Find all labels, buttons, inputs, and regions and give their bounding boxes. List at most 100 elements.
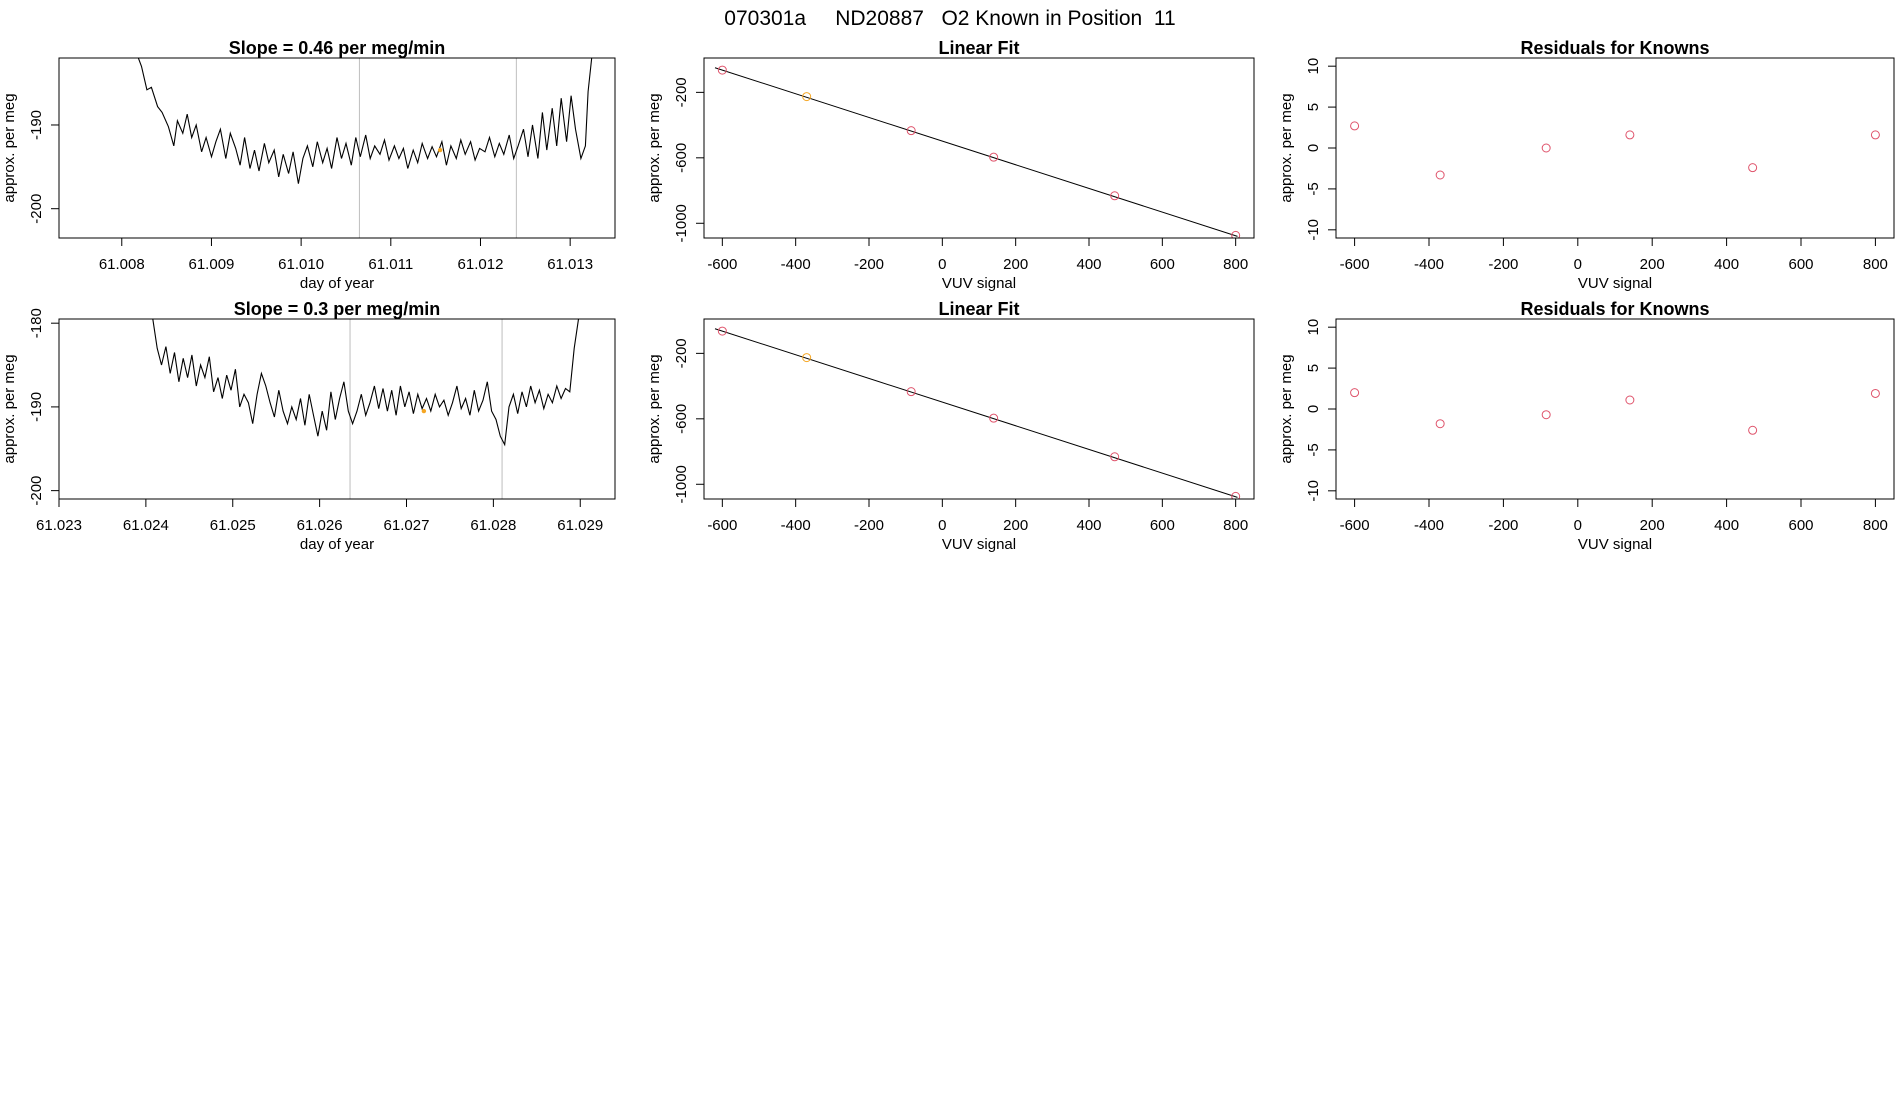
y-tick-label: 0: [1305, 405, 1322, 413]
x-tick-label: 61.025: [210, 517, 256, 534]
data-point: [717, 65, 727, 75]
plot-frame: [58, 318, 616, 500]
data-point: [802, 92, 812, 102]
data-trace: [152, 319, 580, 447]
data-point: [717, 326, 727, 336]
x-tick-label: 400: [1076, 517, 1101, 534]
x-tick-label: 61.024: [123, 517, 169, 534]
x-tick-label: 600: [1150, 517, 1175, 534]
y-tick-label: -10: [1305, 480, 1322, 502]
data-point: [1435, 170, 1445, 180]
y-tick-label: -600: [673, 143, 690, 173]
figure-title: 070301a ND20887 O2 Known in Position 11: [724, 7, 1175, 30]
y-axis-label: approx. per meg: [646, 93, 663, 202]
highlight-point: [421, 408, 427, 414]
y-tick-label: 5: [1305, 364, 1322, 372]
x-tick-label: 400: [1714, 256, 1739, 273]
x-tick-label: 0: [938, 517, 946, 534]
x-tick-label: 200: [1003, 256, 1028, 273]
y-tick-label: -10: [1305, 219, 1322, 241]
data-point: [1625, 395, 1635, 405]
x-tick-label: 600: [1150, 256, 1175, 273]
x-tick-label: -400: [1414, 256, 1444, 273]
y-tick-label: -5: [1305, 182, 1322, 195]
data-point: [1541, 410, 1551, 420]
x-tick-label: 800: [1863, 256, 1888, 273]
y-axis-label: approx. per meg: [1, 354, 18, 463]
y-tick-label: 10: [1305, 58, 1322, 75]
x-tick-label: 0: [1574, 517, 1582, 534]
x-tick-label: 61.029: [557, 517, 603, 534]
x-tick-label: 600: [1788, 256, 1813, 273]
x-tick-label: 61.026: [297, 517, 343, 534]
x-axis-label: VUV signal: [942, 275, 1016, 292]
chart-title: Residuals for Knowns: [1520, 38, 1709, 58]
x-tick-label: -600: [1340, 256, 1370, 273]
x-tick-label: 61.012: [458, 256, 504, 273]
data-point: [1231, 491, 1241, 499]
y-axis-label: approx. per meg: [1278, 93, 1295, 202]
x-tick-label: 0: [1574, 256, 1582, 273]
x-tick-label: 200: [1003, 517, 1028, 534]
plot-data: [1350, 121, 1880, 180]
highlight-point: [437, 147, 443, 153]
plot-data: [152, 319, 580, 447]
y-tick-label: -200: [673, 338, 690, 368]
x-tick-label: 400: [1714, 517, 1739, 534]
data-point: [989, 413, 999, 423]
y-tick-label: -200: [28, 194, 45, 224]
data-point: [989, 152, 999, 162]
plot-frame: [703, 57, 1255, 239]
y-tick-label: 10: [1305, 319, 1322, 336]
plot-frame: [58, 57, 616, 239]
x-tick-label: 61.028: [470, 517, 516, 534]
chart-title: Slope = 0.46 per meg/min: [229, 38, 446, 58]
chart-panel-1: Slope = 0.46 per meg/min day of year appro…: [1, 38, 616, 292]
x-tick-label: -400: [1414, 517, 1444, 534]
plot-data: [714, 65, 1241, 238]
plot-data: [1350, 388, 1880, 435]
x-axis-label: VUV signal: [1578, 536, 1652, 553]
y-tick-label: -200: [673, 77, 690, 107]
x-tick-label: -400: [781, 256, 811, 273]
data-point: [1870, 388, 1880, 398]
y-tick-label: -600: [673, 404, 690, 434]
x-tick-label: 61.027: [384, 517, 430, 534]
x-tick-label: 0: [938, 256, 946, 273]
plot-frame: [703, 318, 1255, 500]
y-tick-label: -180: [28, 308, 45, 338]
data-point: [1350, 121, 1360, 131]
y-tick-label: -190: [28, 392, 45, 422]
x-axis-label: day of year: [300, 536, 374, 553]
panels: Slope = 0.46 per meg/min day of year appro…: [1, 38, 1895, 553]
data-point: [1748, 425, 1758, 435]
data-point: [1110, 452, 1120, 462]
plot-frame: [1335, 318, 1895, 500]
x-tick-label: 400: [1076, 256, 1101, 273]
data-point: [1870, 130, 1880, 140]
y-axis-label: approx. per meg: [1278, 354, 1295, 463]
x-tick-label: 200: [1640, 256, 1665, 273]
x-tick-label: -200: [854, 256, 884, 273]
y-tick-label: 0: [1305, 144, 1322, 152]
x-axis-label: VUV signal: [1578, 275, 1652, 292]
data-trace: [137, 58, 593, 184]
x-tick-label: 61.011: [368, 256, 413, 273]
chart-panel-6: Residuals for Knowns VUV signal approx. pe…: [1278, 299, 1895, 553]
fit-line: [714, 328, 1238, 498]
y-tick-label: -200: [28, 476, 45, 506]
data-point: [1435, 419, 1445, 429]
plot-data: [137, 58, 593, 184]
x-tick-label: -400: [781, 517, 811, 534]
data-point: [1350, 388, 1360, 398]
plot-data: [714, 326, 1241, 499]
chart-panel-2: Linear Fit VUV signal approx. per meg -600 -…: [646, 38, 1255, 292]
data-point: [906, 126, 916, 136]
x-tick-label: 600: [1788, 517, 1813, 534]
x-tick-label: 61.008: [99, 256, 145, 273]
data-point: [1748, 163, 1758, 173]
chart-title: Linear Fit: [938, 38, 1019, 58]
x-tick-label: 800: [1223, 256, 1248, 273]
